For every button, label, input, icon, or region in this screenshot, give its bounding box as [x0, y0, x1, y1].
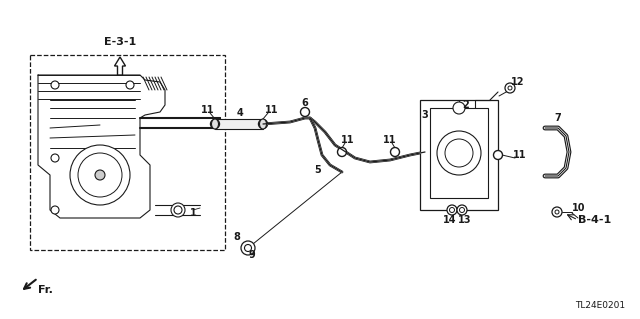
- Text: 2: 2: [463, 100, 469, 110]
- Text: Fr.: Fr.: [38, 285, 52, 295]
- Circle shape: [244, 244, 252, 251]
- Text: 11: 11: [383, 135, 397, 145]
- Bar: [215, 119, 263, 129]
- Text: 12: 12: [511, 77, 525, 87]
- Text: 11: 11: [201, 105, 215, 115]
- Circle shape: [241, 241, 255, 255]
- FancyArrow shape: [115, 57, 125, 75]
- Text: TL24E0201: TL24E0201: [575, 301, 625, 310]
- Circle shape: [51, 154, 59, 162]
- Circle shape: [555, 210, 559, 214]
- Text: 11: 11: [265, 105, 279, 115]
- Text: B-4-1: B-4-1: [579, 215, 612, 225]
- Ellipse shape: [259, 119, 266, 129]
- Circle shape: [445, 139, 473, 167]
- Bar: [30, 55, 225, 250]
- Circle shape: [70, 145, 130, 205]
- Text: 14: 14: [444, 215, 457, 225]
- Circle shape: [449, 207, 454, 212]
- Circle shape: [211, 120, 220, 129]
- Text: 4: 4: [237, 108, 243, 118]
- Text: 1: 1: [189, 208, 196, 218]
- Circle shape: [174, 206, 182, 214]
- Circle shape: [51, 206, 59, 214]
- Circle shape: [457, 205, 467, 215]
- Circle shape: [171, 203, 185, 217]
- Bar: [430, 108, 488, 198]
- Text: E-3-1: E-3-1: [104, 37, 136, 47]
- Text: 6: 6: [301, 98, 308, 108]
- Circle shape: [493, 151, 502, 160]
- Bar: [420, 100, 498, 210]
- Circle shape: [337, 147, 346, 157]
- Circle shape: [126, 81, 134, 89]
- Circle shape: [508, 86, 512, 90]
- Text: 11: 11: [513, 150, 527, 160]
- Circle shape: [552, 207, 562, 217]
- Circle shape: [78, 153, 122, 197]
- Circle shape: [447, 205, 457, 215]
- Circle shape: [95, 170, 105, 180]
- Circle shape: [390, 147, 399, 157]
- Ellipse shape: [211, 119, 218, 129]
- Text: 7: 7: [555, 113, 561, 123]
- Circle shape: [453, 102, 465, 114]
- Text: 10: 10: [572, 203, 586, 213]
- Text: 11: 11: [341, 135, 355, 145]
- Circle shape: [505, 83, 515, 93]
- Text: 9: 9: [248, 250, 255, 260]
- Circle shape: [460, 207, 465, 212]
- Text: 8: 8: [234, 232, 241, 242]
- Circle shape: [437, 131, 481, 175]
- Circle shape: [259, 120, 268, 129]
- Circle shape: [51, 81, 59, 89]
- Text: 3: 3: [422, 110, 428, 120]
- Text: 5: 5: [315, 165, 321, 175]
- Circle shape: [301, 108, 310, 116]
- Text: 13: 13: [458, 215, 472, 225]
